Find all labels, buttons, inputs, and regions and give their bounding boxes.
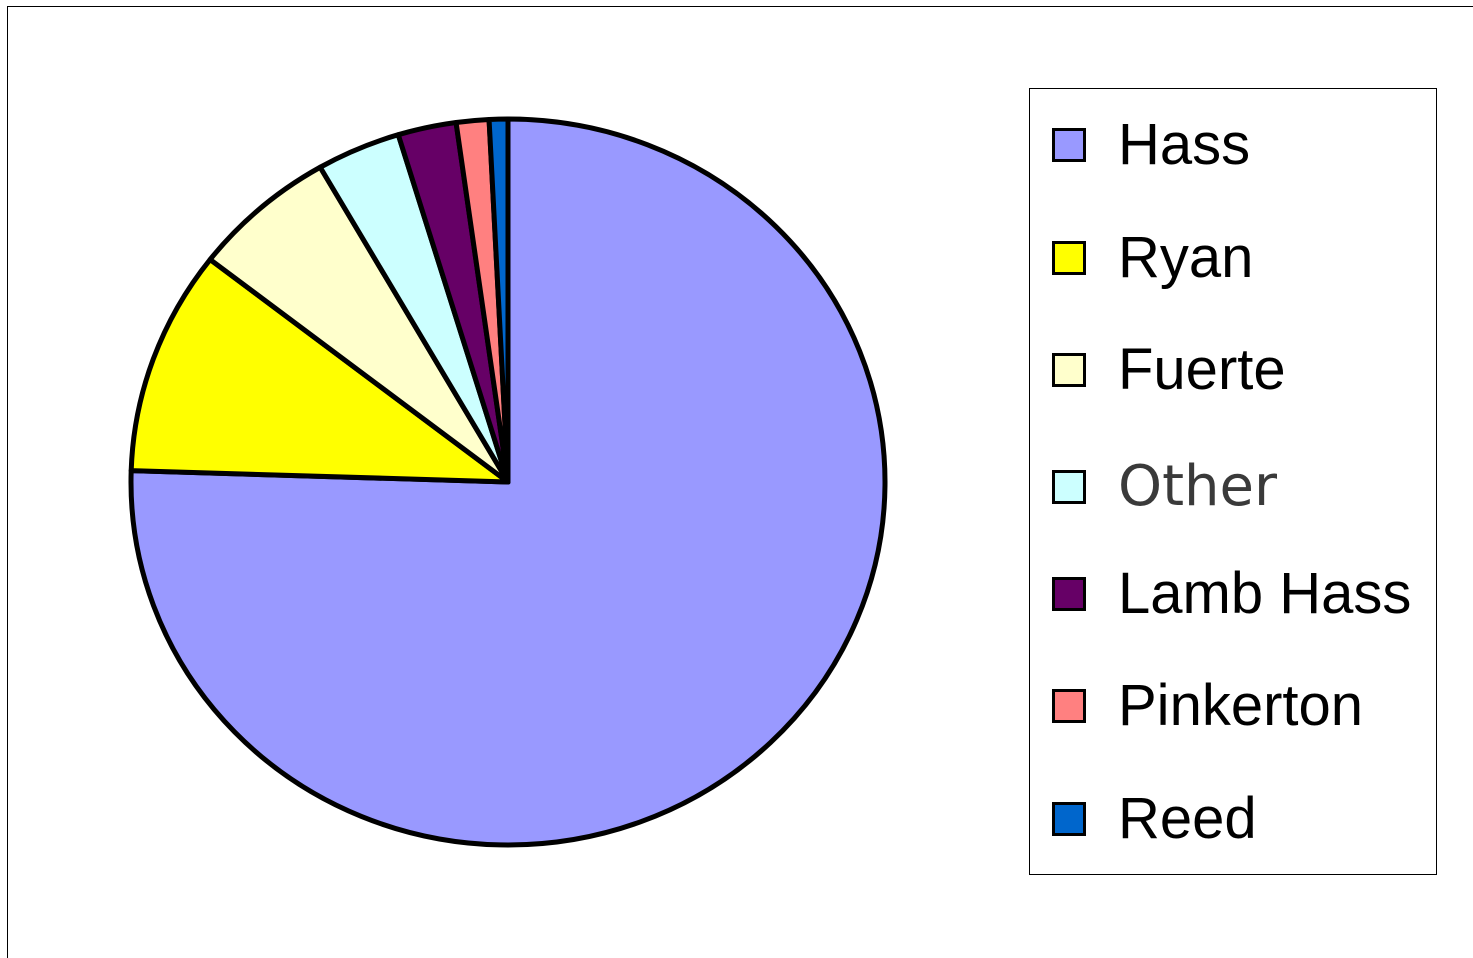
pie-slice-ryan (128, 257, 511, 485)
legend: Hass Ryan Fuerte Other Lamb Hass Pinkert… (1029, 88, 1437, 875)
legend-label-reed: Reed (1118, 786, 1257, 851)
legend-swatch-hass (1052, 128, 1086, 162)
legend-label-pinkerton: Pinkerton (1118, 673, 1364, 738)
legend-item-ryan: Ryan (1052, 228, 1253, 288)
legend-label-other: Other (1118, 454, 1278, 519)
legend-label-ryan: Ryan (1118, 225, 1254, 290)
legend-label-fuerte: Fuerte (1118, 337, 1286, 402)
legend-swatch-reed (1052, 802, 1086, 836)
legend-item-other: Other (1052, 457, 1277, 517)
legend-item-lamb-hass: Lamb Hass (1052, 564, 1411, 624)
legend-item-pinkerton: Pinkerton (1052, 676, 1363, 736)
legend-swatch-lamb-hass (1052, 577, 1086, 611)
chart-frame (7, 6, 1473, 958)
legend-swatch-other (1052, 470, 1086, 504)
pie-slice-fuerte (207, 164, 511, 485)
legend-label-hass: Hass (1118, 112, 1251, 177)
pie-slice-reed (486, 116, 511, 485)
legend-item-fuerte: Fuerte (1052, 340, 1286, 400)
legend-label-lamb-hass: Lamb Hass (1118, 561, 1412, 626)
legend-swatch-pinkerton (1052, 689, 1086, 723)
legend-item-hass: Hass (1052, 115, 1250, 175)
legend-swatch-ryan (1052, 241, 1086, 275)
legend-swatch-fuerte (1052, 353, 1086, 387)
legend-item-reed: Reed (1052, 789, 1257, 849)
